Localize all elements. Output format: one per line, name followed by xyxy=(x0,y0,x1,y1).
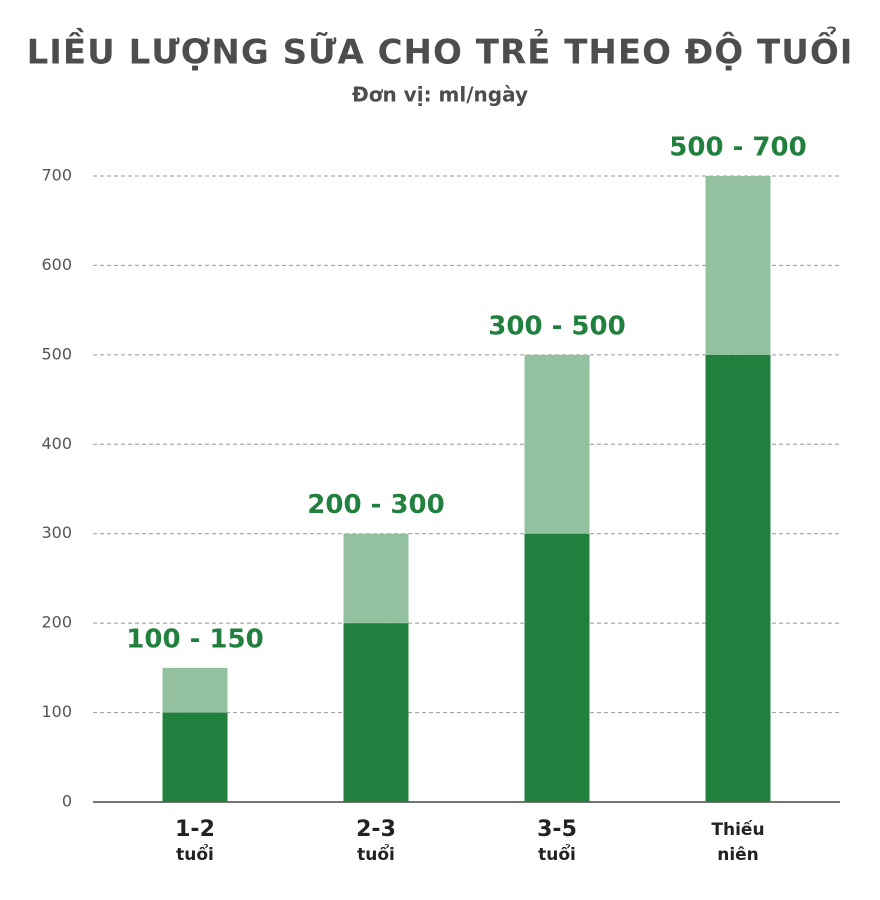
data-label: 500 - 700 xyxy=(669,133,806,163)
data-label: 300 - 500 xyxy=(488,311,625,341)
y-tick-label: 500 xyxy=(41,344,72,363)
x-tick-label: 1-2 xyxy=(175,817,215,842)
x-tick-label: 3-5 xyxy=(537,817,577,842)
y-tick-label: 100 xyxy=(41,702,72,721)
bar-segment xyxy=(162,667,228,713)
chart-subtitle: Đơn vị: ml/ngày xyxy=(352,83,528,107)
y-tick-label: 600 xyxy=(41,255,72,274)
bar-segment xyxy=(162,712,228,802)
y-tick-label: 400 xyxy=(41,434,72,453)
x-tick-label: niên xyxy=(717,845,759,865)
x-tick-label: tuổi xyxy=(176,843,214,865)
bar-segment xyxy=(524,533,590,802)
bar-segment xyxy=(524,354,590,534)
x-tick-label: tuổi xyxy=(538,843,576,865)
x-tick-label: Thiếu xyxy=(711,819,764,840)
y-tick-label: 200 xyxy=(41,613,72,632)
y-tick-label: 300 xyxy=(41,523,72,542)
bar-segment xyxy=(705,354,771,802)
chart-title: LIỀU LƯỢNG SỮA CHO TRẺ THEO ĐỘ TUỔI xyxy=(27,26,854,73)
data-label: 200 - 300 xyxy=(307,490,444,520)
bar-segment xyxy=(343,623,409,802)
x-tick-label: 2-3 xyxy=(356,817,396,842)
bar-segment xyxy=(705,176,771,355)
bar-segment xyxy=(343,533,409,624)
x-tick-label: tuổi xyxy=(357,843,395,865)
data-label: 100 - 150 xyxy=(126,624,263,654)
y-tick-label: 0 xyxy=(62,792,72,811)
y-tick-label: 700 xyxy=(41,166,72,185)
